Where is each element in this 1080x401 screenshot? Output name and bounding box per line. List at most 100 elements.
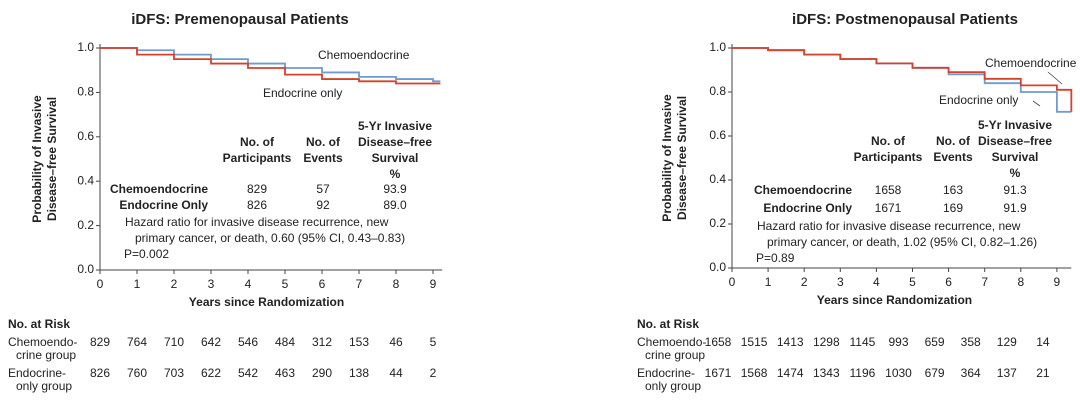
y-tick-label: 0.4 — [709, 172, 726, 186]
x-tick-label: 1 — [765, 275, 772, 289]
at-risk-count: 1413 — [777, 335, 804, 349]
table-row-label: Chemoendocrine — [110, 182, 208, 196]
curve-label: Endocrine only — [263, 86, 342, 100]
chart-title: iDFS: Postmenopausal Patients — [792, 11, 1018, 28]
table-cell: 163 — [943, 183, 963, 197]
at-risk-count: 14 — [1036, 335, 1050, 349]
hazard-note: primary cancer, or death, 1.02 (95% CI, … — [767, 235, 1037, 249]
table-cell: 89.0 — [383, 198, 407, 212]
at-risk-count: 1030 — [885, 366, 912, 380]
table-header: % — [1010, 166, 1021, 180]
table-cell: 829 — [247, 182, 267, 196]
at-risk-count: 1671 — [705, 366, 732, 380]
at-risk-count: 2 — [430, 366, 437, 380]
table-header: % — [390, 167, 401, 181]
x-tick-label: 8 — [393, 277, 400, 291]
at-risk-group: crine group — [16, 348, 76, 362]
table-header: Participants — [854, 150, 923, 164]
y-tick-label: 0.8 — [709, 84, 726, 98]
y-tick-label: 1.0 — [709, 40, 726, 54]
at-risk-count: 622 — [201, 366, 221, 380]
y-axis-label: Probability of Invasive — [30, 95, 44, 223]
table-header: No. of — [306, 135, 341, 149]
x-tick-label: 5 — [909, 275, 916, 289]
at-risk-count: 659 — [925, 335, 945, 349]
at-risk-count: 290 — [312, 366, 332, 380]
x-tick-label: 4 — [873, 275, 880, 289]
at-risk-group: crine group — [645, 348, 705, 362]
x-tick-label: 6 — [945, 275, 952, 289]
x-tick-label: 9 — [1054, 275, 1061, 289]
p-value: P=0.89 — [756, 251, 795, 265]
at-risk-group: Chemoendo- — [637, 335, 706, 349]
table-cell: 91.3 — [1003, 183, 1027, 197]
x-tick-label: 2 — [801, 275, 808, 289]
table-cell: 91.9 — [1003, 201, 1027, 215]
at-risk-count: 364 — [961, 366, 981, 380]
at-risk-count: 1343 — [813, 366, 840, 380]
x-tick-label: 1 — [134, 277, 141, 291]
at-risk-count: 710 — [164, 335, 184, 349]
at-risk-title: No. at Risk — [637, 317, 699, 331]
x-tick-label: 8 — [1017, 275, 1024, 289]
y-tick-label: 1.0 — [77, 40, 94, 54]
at-risk-count: 642 — [201, 335, 221, 349]
table-cell: 1658 — [875, 183, 902, 197]
table-header: Events — [933, 150, 973, 164]
at-risk-count: 1658 — [705, 335, 732, 349]
x-tick-label: 0 — [729, 275, 736, 289]
at-risk-count: 21 — [1036, 366, 1050, 380]
at-risk-count: 546 — [238, 335, 258, 349]
table-header: Participants — [223, 151, 292, 165]
at-risk-group: Endocrine- — [637, 366, 695, 380]
y-tick-label: 0.0 — [77, 262, 94, 276]
at-risk-count: 703 — [164, 366, 184, 380]
table-cell: 1671 — [875, 201, 902, 215]
p-value: P=0.002 — [124, 247, 169, 261]
at-risk-count: 463 — [275, 366, 295, 380]
table-cell: 57 — [316, 182, 330, 196]
at-risk-count: 1474 — [777, 366, 804, 380]
curve-label: Endocrine only — [939, 93, 1018, 107]
survival-curve — [100, 47, 441, 83]
y-axis-label: Probability of Invasive — [660, 94, 674, 222]
y-tick-label: 0.8 — [77, 85, 94, 99]
at-risk-group: Chemoendo- — [8, 335, 77, 349]
curve-label: Chemoendocrine — [985, 56, 1077, 70]
at-risk-count: 679 — [925, 366, 945, 380]
x-tick-label: 9 — [430, 277, 437, 291]
at-risk-count: 46 — [389, 335, 403, 349]
at-risk-title: No. at Risk — [8, 317, 70, 331]
at-risk-count: 764 — [127, 335, 147, 349]
at-risk-count: 1196 — [849, 366, 875, 380]
at-risk-count: 358 — [961, 335, 981, 349]
table-cell: 93.9 — [383, 182, 407, 196]
at-risk-count: 312 — [312, 335, 332, 349]
table-cell: 169 — [943, 201, 963, 215]
y-axis-label: Disease–free Survival — [675, 96, 689, 220]
y-tick-label: 0.2 — [709, 216, 726, 230]
x-tick-label: 0 — [97, 277, 104, 291]
at-risk-count: 1298 — [813, 335, 840, 349]
x-tick-label: 3 — [837, 275, 844, 289]
at-risk-group: only group — [645, 379, 701, 393]
at-risk-count: 542 — [238, 366, 258, 380]
table-header: Events — [303, 151, 343, 165]
y-tick-label: 0.6 — [77, 129, 94, 143]
curve-label-leader — [1047, 71, 1063, 85]
at-risk-count: 1145 — [849, 335, 875, 349]
y-tick-label: 0.0 — [709, 260, 726, 274]
x-axis-label: Years since Randomization — [189, 295, 344, 309]
at-risk-count: 137 — [997, 366, 1017, 380]
x-tick-label: 2 — [171, 277, 178, 291]
table-header: No. of — [871, 134, 906, 148]
chart-title: iDFS: Premenopausal Patients — [131, 11, 349, 28]
table-header: Survival — [372, 151, 419, 165]
y-axis-label: Disease–free Survival — [45, 97, 59, 221]
table-cell: 92 — [316, 198, 330, 212]
table-header: 5-Yr Invasive — [358, 119, 432, 133]
at-risk-count: 993 — [888, 335, 908, 349]
table-header: No. of — [240, 135, 275, 149]
table-row-label: Endocrine Only — [763, 201, 852, 215]
hazard-note: Hazard ratio for invasive disease recurr… — [125, 215, 389, 229]
